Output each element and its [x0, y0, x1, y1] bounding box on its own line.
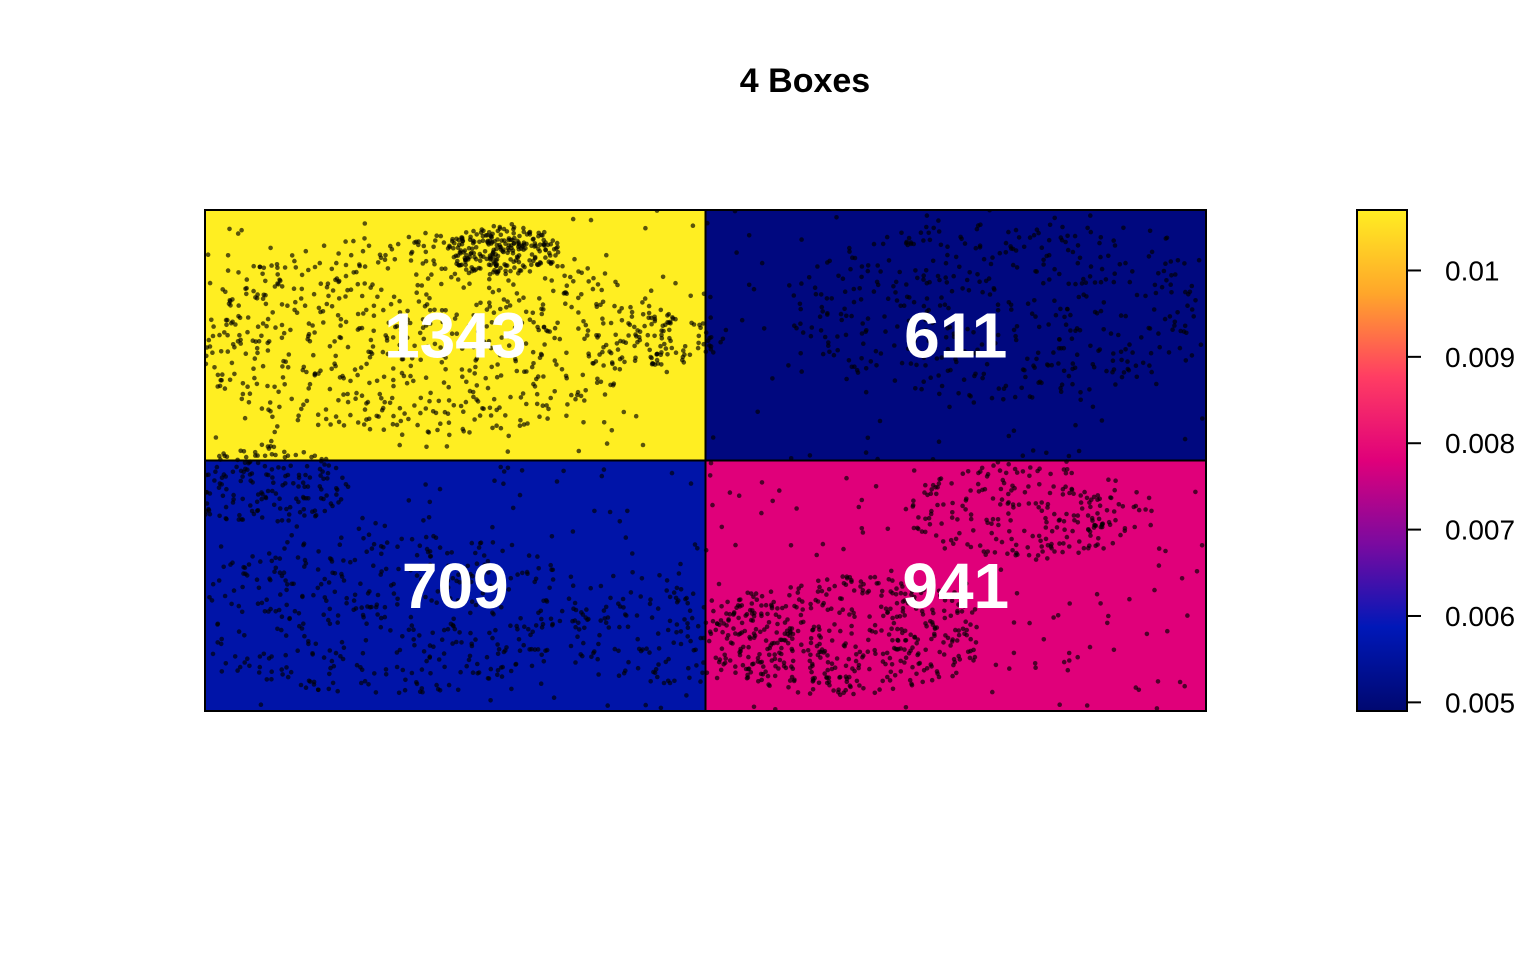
- cell-count-label: 709: [402, 550, 509, 622]
- plot-frame: [204, 209, 1207, 712]
- count-labels: 1343 611 709 941: [384, 299, 1009, 622]
- colorbar-gradient: [1356, 209, 1408, 712]
- cell-borders: [204, 209, 1207, 712]
- colorbar-legend: 0.005 0.006 0.007 0.008 0.009 0.01: [1356, 209, 1515, 718]
- colorbar-ticks: 0.005 0.006 0.007 0.008 0.009 0.01: [1407, 255, 1515, 718]
- colorbar-tick-label: 0.007: [1445, 515, 1515, 546]
- heatmap-cells: [205, 210, 1206, 711]
- cell-count-label: 611: [904, 299, 1007, 371]
- cell-count-label: 1343: [384, 299, 526, 371]
- point-pattern: [205, 210, 1205, 711]
- colorbar-tick-label: 0.01: [1445, 255, 1500, 286]
- colorbar-tick-label: 0.005: [1445, 687, 1515, 718]
- colorbar-tick-label: 0.008: [1445, 428, 1515, 459]
- heatmap-cell: [705, 210, 1206, 461]
- cell-count-label: 941: [902, 550, 1009, 622]
- colorbar-tick-label: 0.009: [1445, 342, 1515, 373]
- points: [205, 210, 1205, 711]
- colorbar-tick-label: 0.006: [1445, 601, 1515, 632]
- heatmap-cell: [705, 460, 1206, 711]
- chart-title: 4 Boxes: [740, 62, 870, 100]
